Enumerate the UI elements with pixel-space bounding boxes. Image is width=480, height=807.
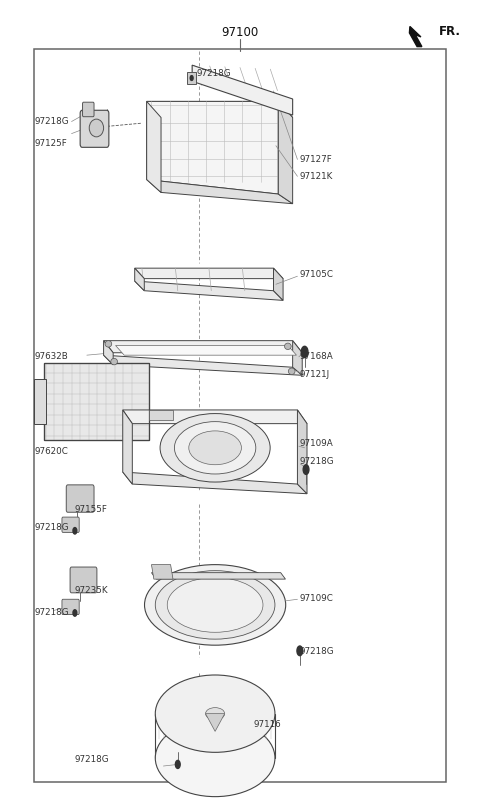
Polygon shape	[135, 268, 144, 291]
Polygon shape	[205, 713, 225, 731]
FancyBboxPatch shape	[187, 73, 196, 84]
Polygon shape	[123, 472, 307, 494]
Text: 97620C: 97620C	[34, 447, 68, 456]
FancyBboxPatch shape	[62, 600, 79, 615]
Text: 97218G: 97218G	[75, 755, 109, 764]
Ellipse shape	[288, 368, 295, 374]
Circle shape	[73, 610, 77, 617]
Ellipse shape	[111, 358, 118, 365]
Text: 97105C: 97105C	[300, 270, 334, 279]
Circle shape	[73, 528, 77, 534]
Text: 97155F: 97155F	[75, 505, 108, 514]
FancyBboxPatch shape	[70, 567, 97, 593]
Text: 97235K: 97235K	[75, 586, 108, 595]
Text: 97218G: 97218G	[34, 608, 69, 617]
FancyBboxPatch shape	[62, 517, 79, 533]
Polygon shape	[104, 341, 302, 353]
Text: 97100: 97100	[221, 27, 259, 40]
Polygon shape	[147, 102, 278, 194]
Polygon shape	[192, 65, 293, 115]
Polygon shape	[135, 281, 283, 300]
Text: 97218G: 97218G	[34, 117, 69, 126]
Circle shape	[301, 346, 308, 358]
Ellipse shape	[89, 119, 104, 137]
Polygon shape	[298, 410, 307, 494]
Ellipse shape	[174, 421, 256, 474]
Polygon shape	[278, 102, 293, 203]
Ellipse shape	[167, 578, 263, 633]
Ellipse shape	[105, 341, 112, 347]
Text: 97218G: 97218G	[34, 523, 69, 532]
Polygon shape	[116, 345, 297, 355]
Circle shape	[297, 646, 303, 655]
Polygon shape	[409, 27, 422, 47]
Text: 97632B: 97632B	[34, 353, 68, 362]
Ellipse shape	[285, 343, 291, 349]
Polygon shape	[152, 565, 173, 579]
Polygon shape	[152, 573, 286, 579]
Ellipse shape	[156, 719, 275, 797]
Circle shape	[303, 465, 309, 475]
Polygon shape	[135, 268, 283, 278]
Text: 97168A: 97168A	[300, 353, 334, 362]
Ellipse shape	[189, 431, 241, 465]
Polygon shape	[147, 102, 293, 118]
Text: 97218G: 97218G	[300, 647, 335, 656]
Text: 97116: 97116	[253, 720, 281, 729]
Text: 97121K: 97121K	[300, 172, 333, 181]
Circle shape	[190, 76, 193, 81]
Text: 97125F: 97125F	[34, 139, 67, 148]
Polygon shape	[274, 268, 283, 300]
Polygon shape	[293, 341, 302, 375]
Ellipse shape	[156, 675, 275, 752]
Polygon shape	[147, 179, 293, 203]
Text: 97127F: 97127F	[300, 155, 333, 164]
Ellipse shape	[156, 571, 275, 639]
Polygon shape	[123, 410, 132, 484]
Bar	[44, 363, 149, 440]
Text: 97218G: 97218G	[300, 457, 335, 466]
Circle shape	[175, 760, 180, 768]
Polygon shape	[104, 341, 113, 365]
Text: 97121J: 97121J	[300, 370, 330, 379]
Polygon shape	[149, 410, 173, 420]
Polygon shape	[104, 355, 302, 375]
FancyBboxPatch shape	[66, 485, 94, 512]
Text: 97109C: 97109C	[300, 594, 334, 603]
Ellipse shape	[144, 565, 286, 645]
Bar	[44, 363, 149, 440]
FancyBboxPatch shape	[83, 102, 94, 117]
Text: 97109A: 97109A	[300, 439, 334, 448]
Ellipse shape	[160, 413, 270, 482]
Ellipse shape	[205, 708, 225, 720]
Polygon shape	[123, 410, 307, 424]
FancyBboxPatch shape	[80, 111, 109, 148]
Text: 97218G: 97218G	[197, 69, 231, 77]
Polygon shape	[147, 102, 161, 192]
Bar	[34, 379, 46, 424]
FancyBboxPatch shape	[34, 49, 446, 782]
Text: FR.: FR.	[439, 25, 461, 38]
